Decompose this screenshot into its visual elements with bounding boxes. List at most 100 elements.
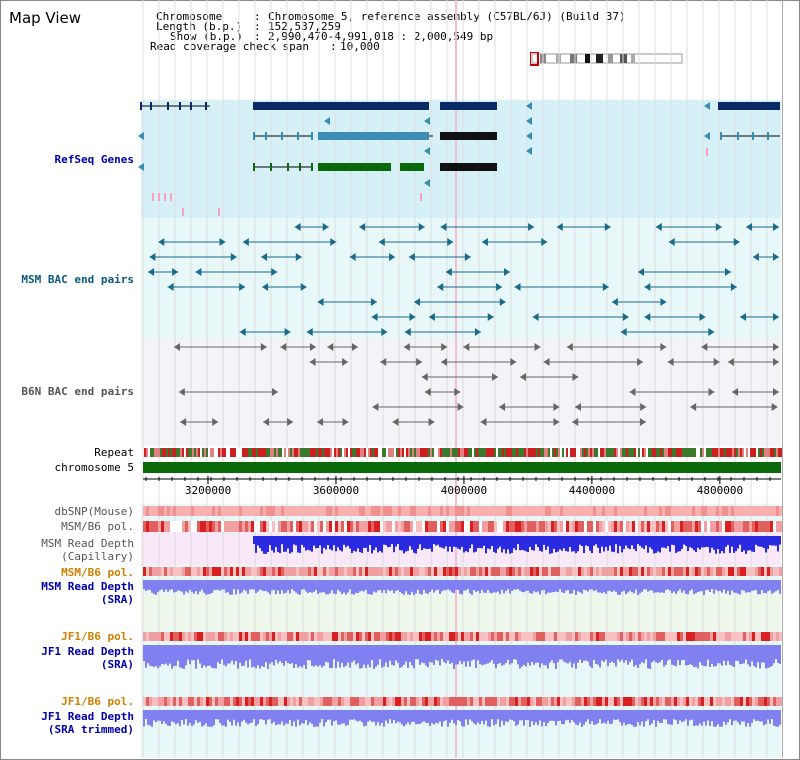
heat-cell — [722, 632, 725, 641]
heat-cell — [707, 506, 710, 516]
depth-bar — [271, 536, 273, 551]
depth-bar — [549, 580, 551, 593]
heat-cell — [323, 521, 326, 532]
depth-bar — [551, 645, 553, 661]
depth-bar — [551, 710, 553, 721]
depth-bar — [375, 536, 377, 548]
heat-cell — [605, 567, 608, 576]
depth-bar — [159, 580, 161, 591]
heat-cell — [155, 697, 158, 706]
repeat-mark — [562, 448, 564, 457]
depth-bar — [479, 536, 481, 548]
heat-cell — [179, 567, 182, 576]
repeat-mark — [298, 448, 300, 457]
track-label-refseq[interactable]: RefSeq Genes — [54, 153, 134, 166]
heat-cell — [761, 506, 764, 516]
repeat-mark — [476, 448, 478, 457]
heat-cell — [293, 567, 296, 576]
heat-cell — [734, 697, 737, 706]
repeat-mark — [170, 448, 172, 457]
heat-cell — [614, 632, 617, 641]
heat-cell — [725, 521, 728, 532]
heat-cell — [503, 697, 506, 706]
heat-cell — [740, 697, 743, 706]
heat-cell — [371, 632, 374, 641]
depth-bar — [269, 645, 271, 664]
heat-cell — [497, 632, 500, 641]
heat-cell — [149, 567, 152, 576]
repeat-mark — [580, 448, 582, 457]
heat-cell — [311, 506, 314, 516]
heat-cell — [344, 506, 347, 516]
depth-bar — [671, 580, 673, 594]
repeat-mark — [512, 448, 514, 457]
depth-bar — [491, 536, 493, 546]
depth-bar — [753, 536, 755, 553]
bac-end-arrow — [351, 343, 358, 351]
depth-bar — [593, 580, 595, 592]
depth-bar — [265, 580, 267, 591]
depth-bar — [741, 536, 743, 553]
depth-bar — [757, 710, 759, 721]
bac-end-arrow — [474, 328, 481, 336]
depth-bar — [161, 580, 163, 590]
depth-bar — [223, 580, 225, 590]
depth-bar — [727, 645, 729, 662]
heat-cell — [152, 567, 155, 576]
depth-bar — [497, 536, 499, 549]
depth-bar — [367, 645, 369, 665]
depth-bar — [667, 536, 669, 547]
heat-cell — [527, 506, 530, 516]
heat-cell — [263, 506, 266, 516]
depth-bar — [357, 710, 359, 722]
depth-bar — [555, 536, 557, 553]
repeat-mark — [682, 448, 684, 457]
depth-bar — [151, 710, 153, 727]
repeat-mark — [450, 448, 452, 457]
heat-cell — [527, 632, 530, 641]
gene-marker — [218, 208, 220, 216]
heat-cell — [212, 521, 215, 532]
bac-end-arrow — [713, 358, 720, 366]
heat-cell — [536, 697, 539, 706]
heat-cell — [614, 567, 617, 576]
depth-bar — [275, 645, 277, 660]
depth-bar — [643, 645, 645, 664]
depth-bar — [733, 645, 735, 668]
depth-bar — [171, 710, 173, 722]
depth-bar — [365, 536, 367, 548]
repeat-mark — [628, 448, 630, 457]
depth-bar — [773, 645, 775, 664]
heat-cell — [428, 506, 431, 516]
depth-bar — [345, 710, 347, 726]
heat-cell — [335, 632, 338, 641]
depth-bar — [249, 645, 251, 660]
depth-bar — [405, 536, 407, 552]
heat-cell — [635, 632, 638, 641]
heat-cell — [752, 567, 755, 576]
depth-bar — [607, 710, 609, 721]
heat-cell — [362, 506, 365, 516]
repeat-mark — [546, 448, 548, 457]
gene-marker — [420, 193, 422, 201]
depth-bar — [281, 710, 283, 722]
repeat-mark — [742, 448, 744, 457]
depth-bar — [305, 580, 307, 592]
heat-cell — [569, 506, 572, 516]
repeat-mark — [256, 448, 258, 457]
depth-bar — [585, 536, 587, 546]
repeat-mark — [570, 448, 572, 457]
track-label-msm-bac[interactable]: MSM BAC end pairs — [21, 273, 134, 286]
track-label-b6n-bac[interactable]: B6N BAC end pairs — [21, 385, 134, 398]
depth-bar — [427, 645, 429, 668]
depth-bar — [567, 645, 569, 664]
bac-end-arrow — [378, 238, 385, 246]
depth-bar — [155, 710, 157, 723]
heat-cell — [764, 567, 767, 576]
depth-bar — [735, 645, 737, 661]
depth-bar — [571, 536, 573, 552]
heat-cell — [545, 632, 548, 641]
bac-end-arrow — [574, 403, 581, 411]
depth-bar — [749, 710, 751, 727]
